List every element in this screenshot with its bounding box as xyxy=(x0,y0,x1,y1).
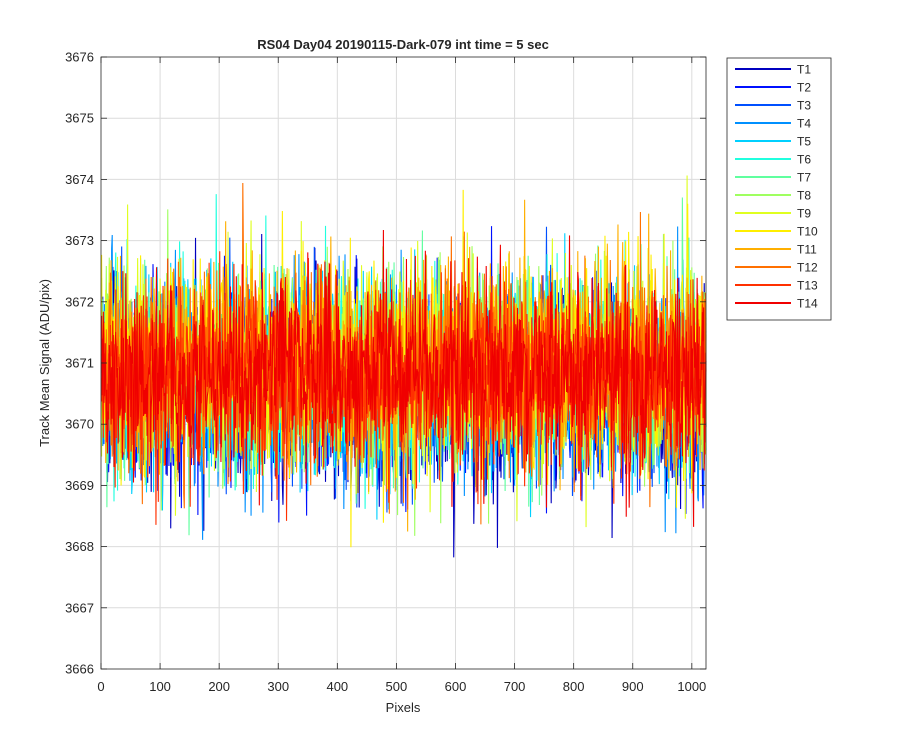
y-tick-label: 3671 xyxy=(65,356,94,371)
legend-label: T14 xyxy=(797,297,818,311)
legend-label: T10 xyxy=(797,225,818,239)
y-tick-label: 3668 xyxy=(65,539,94,554)
axis-ticks: 0 100 200 300 400 500 600 700 800 900 1000 3666 3667… xyxy=(65,50,706,695)
legend-entry[interactable]: T5 xyxy=(735,135,811,149)
x-tick-label: 800 xyxy=(563,679,585,694)
x-tick-label: 700 xyxy=(504,679,526,694)
legend-label: T13 xyxy=(797,279,818,293)
y-tick-label: 3669 xyxy=(65,478,94,493)
legend-label: T8 xyxy=(797,189,811,203)
x-tick-label: 0 xyxy=(97,679,104,694)
legend-entry[interactable]: T12 xyxy=(735,261,818,275)
legend-entry[interactable]: T2 xyxy=(735,81,811,95)
legend-label: T5 xyxy=(797,135,811,149)
y-tick-label: 3670 xyxy=(65,417,94,432)
y-tick-label: 3675 xyxy=(65,111,94,126)
chart-title: RS04 Day04 20190115-Dark-079 int time = … xyxy=(257,37,549,52)
legend-entry[interactable]: T7 xyxy=(735,171,811,185)
legend: T1 T2 T3 T4 T5 T6 T7 T8 T9 T10 T11 T12 T13 T14 xyxy=(726,57,832,321)
y-axis-label: Track Mean Signal (ADU/pix) xyxy=(37,279,52,447)
legend-label: T11 xyxy=(797,243,817,257)
legend-label: T12 xyxy=(797,261,818,275)
x-tick-label: 500 xyxy=(386,679,408,694)
x-tick-label: 900 xyxy=(622,679,644,694)
legend-entry[interactable]: T14 xyxy=(735,297,818,311)
x-tick-label: 600 xyxy=(445,679,467,694)
legend-label: T2 xyxy=(797,81,811,95)
y-tick-label: 3674 xyxy=(65,172,94,187)
legend-label: T1 xyxy=(797,63,811,77)
legend-entry[interactable]: T4 xyxy=(735,117,811,131)
y-tick-label: 3673 xyxy=(65,233,94,248)
x-tick-label: 400 xyxy=(326,679,348,694)
y-tick-label: 3667 xyxy=(65,600,94,615)
legend-label: T7 xyxy=(797,171,811,185)
x-axis-label: Pixels xyxy=(386,700,421,715)
legend-entry[interactable]: T8 xyxy=(735,189,811,203)
x-tick-label: 100 xyxy=(149,679,171,694)
legend-entry[interactable]: T11 xyxy=(735,243,817,257)
legend-entry[interactable]: T10 xyxy=(735,225,818,239)
x-tick-label: 1000 xyxy=(677,679,706,694)
x-tick-label: 200 xyxy=(208,679,230,694)
y-tick-label: 3676 xyxy=(65,50,94,65)
legend-label: T6 xyxy=(797,153,811,167)
legend-entry[interactable]: T13 xyxy=(735,279,818,293)
legend-label: T3 xyxy=(797,99,811,113)
legend-box xyxy=(726,57,832,321)
legend-entry[interactable]: T3 xyxy=(735,99,811,113)
x-tick-label: 300 xyxy=(267,679,289,694)
legend-label: T4 xyxy=(797,117,811,131)
y-tick-label: 3666 xyxy=(65,662,94,677)
legend-entry[interactable]: T6 xyxy=(735,153,811,167)
y-tick-label: 3672 xyxy=(65,294,94,309)
legend-label: T9 xyxy=(797,207,811,221)
legend-entry[interactable]: T1 xyxy=(735,63,811,77)
series-lines xyxy=(101,175,707,558)
series-line-t14 xyxy=(101,230,707,527)
legend-entry[interactable]: T9 xyxy=(735,207,811,221)
